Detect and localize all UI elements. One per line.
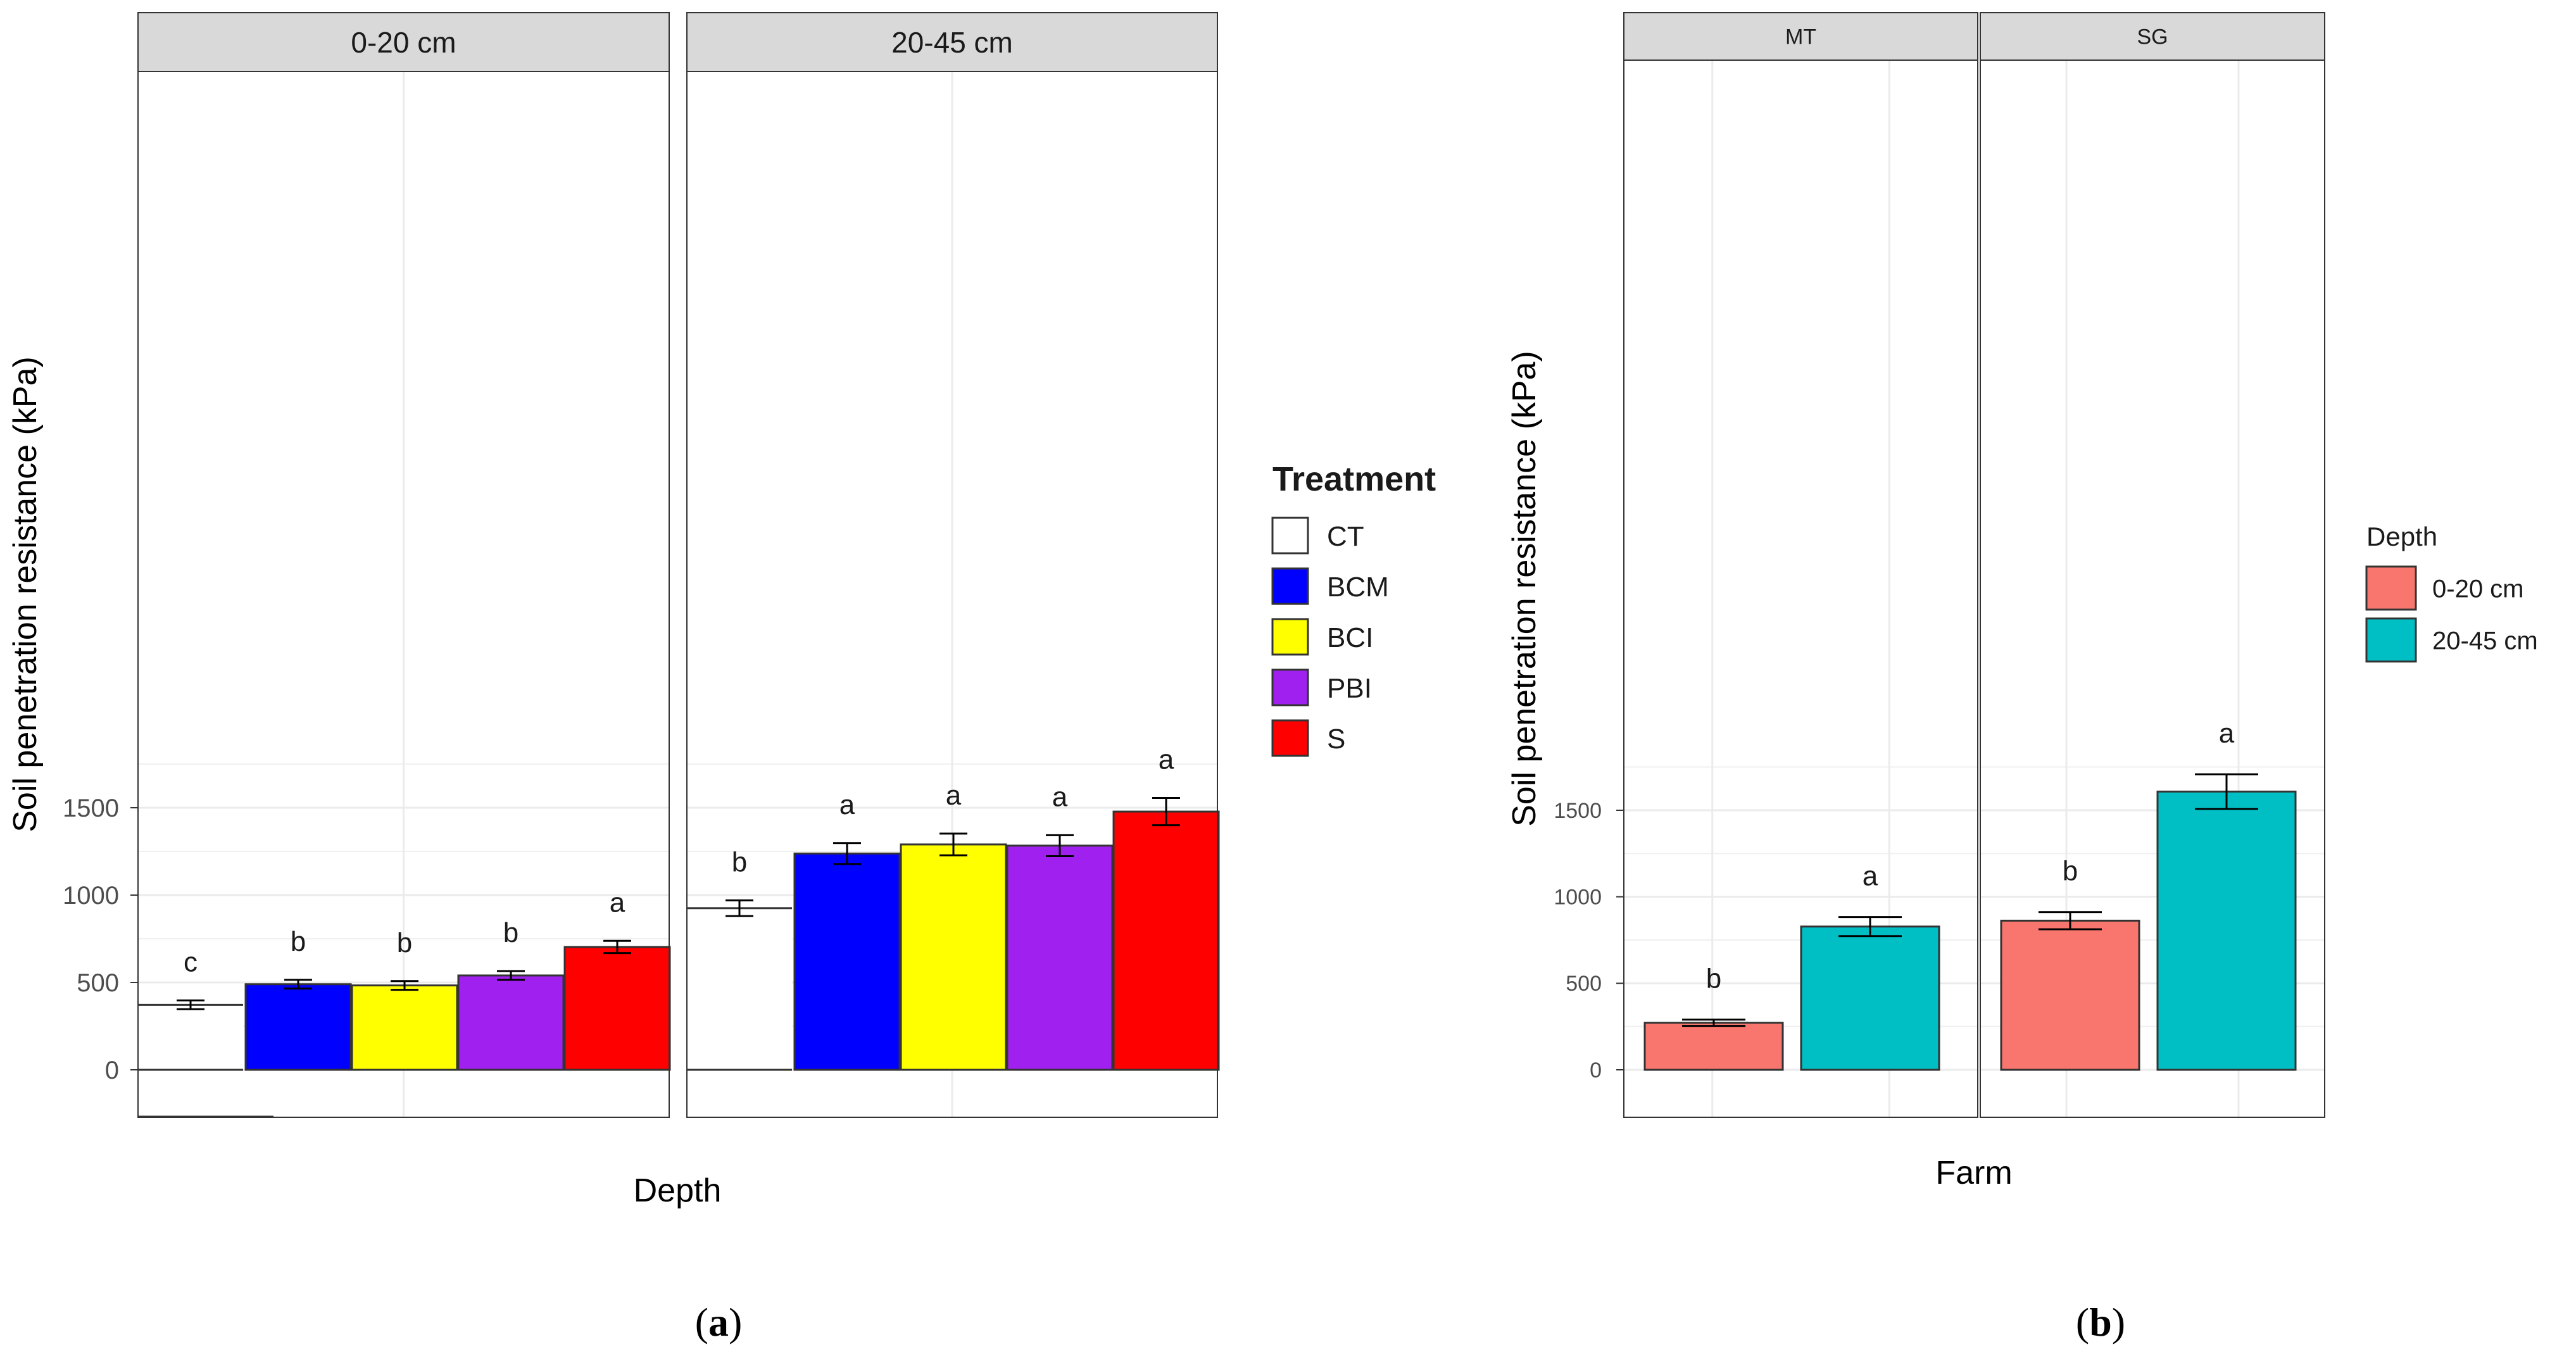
legend-swatch <box>1271 567 1309 605</box>
panel-border <box>686 71 1218 1118</box>
panel-label-letter: a <box>708 1300 729 1345</box>
significance-letter: b <box>397 927 412 958</box>
bar-ct <box>687 908 792 1070</box>
chart-b: MT b a SG b a 0 500 1000 1500 Soil penetration res… <box>1506 12 2538 1345</box>
y-tick-label: 0 <box>105 1057 119 1084</box>
significance-letter: a <box>2219 718 2235 749</box>
y-tick-label: 1500 <box>63 794 119 822</box>
legend-title: Treatment <box>1272 460 1436 498</box>
panel-label-close: ) <box>729 1300 742 1345</box>
significance-letter: a <box>610 887 625 918</box>
bar-s <box>1112 810 1220 1071</box>
legend-swatch <box>1271 719 1309 757</box>
panel-label-letter: b <box>2089 1300 2112 1345</box>
legend: Treatment CT BCM BCI PBI S <box>1271 460 1436 757</box>
y-tick-label: 1000 <box>63 882 119 910</box>
panel-label-close: ) <box>2112 1300 2125 1345</box>
legend-swatch <box>2365 617 2417 663</box>
bar-ct <box>138 1005 243 1070</box>
legend-swatch <box>1271 618 1309 656</box>
bar-0-20-cm <box>1643 1022 1784 1071</box>
facet-panel-1: 0-20 cm c b b b a <box>137 12 671 1118</box>
significance-letter: c <box>184 946 198 977</box>
bar-20-45-cm <box>2156 790 2297 1071</box>
legend-label: S <box>1327 724 1345 755</box>
facet-strip <box>1623 12 1978 61</box>
significance-letter: a <box>1863 861 1878 892</box>
y-axis-title: Soil penetration resistance (kPa) <box>7 356 44 832</box>
legend-label: 0-20 cm <box>2432 575 2524 603</box>
facet-strip <box>686 12 1218 72</box>
y-tick-label: 500 <box>77 969 119 997</box>
bar-bci <box>900 843 1007 1071</box>
facet-strip <box>1980 12 2325 61</box>
panel-label: (a) <box>695 1300 743 1345</box>
facet-strip-label: 20-45 cm <box>891 26 1013 59</box>
legend-label: BCM <box>1327 572 1389 603</box>
bar-pbi <box>457 974 565 1071</box>
facet-panel-2: SG b a <box>1980 12 2325 1118</box>
legend-title: Depth <box>2366 522 2437 551</box>
significance-letter: a <box>1052 781 1068 812</box>
facet-panel-1: MT b a <box>1623 12 1978 1118</box>
y-tick-label: 1500 <box>1554 799 1602 823</box>
panel-label: (b) <box>2076 1300 2125 1345</box>
legend-swatch <box>1271 517 1309 555</box>
bar-bcm <box>793 852 901 1071</box>
x-axis-title: Depth <box>634 1172 722 1209</box>
bar-bci <box>351 984 458 1071</box>
panel-border <box>137 71 670 1118</box>
significance-letter: b <box>503 917 518 948</box>
facet-strip-label: SG <box>2137 25 2168 49</box>
legend-swatch <box>2365 565 2417 611</box>
significance-letter: a <box>1159 744 1174 775</box>
bar-bcm <box>244 983 352 1071</box>
panel-label-open: ( <box>695 1300 708 1345</box>
significance-letter: b <box>291 926 306 957</box>
significance-letter: b <box>1706 963 1721 994</box>
significance-letter: b <box>732 846 747 877</box>
y-tick-label: 1000 <box>1554 886 1602 910</box>
x-axis-title: Farm <box>1935 1155 2012 1191</box>
legend-label: BCI <box>1327 622 1373 653</box>
panel-label-open: ( <box>2076 1300 2089 1345</box>
bar-s <box>563 946 671 1071</box>
legend-label: CT <box>1327 521 1364 552</box>
bar-pbi <box>1006 844 1114 1071</box>
facet-strip-label: 0-20 cm <box>351 26 456 59</box>
panel-border <box>1623 60 1978 1118</box>
facet-strip-label: MT <box>1785 25 1816 49</box>
panel-border <box>1980 60 2325 1118</box>
bar-20-45-cm <box>1800 925 1940 1071</box>
y-tick-label: 500 <box>1566 972 1602 996</box>
significance-letter: b <box>2063 856 2078 887</box>
bar-0-20-cm <box>2000 919 2140 1071</box>
legend-label: 20-45 cm <box>2432 627 2538 655</box>
chart-a: 0-20 cm c b b b a 20-45 cm b a a a a 0 500 1000 1500 Soi… <box>7 12 1436 1345</box>
y-axis-title: Soil penetration resistance (kPa) <box>1506 351 1543 827</box>
y-tick-label: 0 <box>1590 1058 1602 1082</box>
legend-label: PBI <box>1327 673 1372 704</box>
significance-letter: a <box>839 789 855 820</box>
significance-letter: a <box>946 780 962 811</box>
legend-swatch <box>1271 668 1309 706</box>
facet-strip <box>137 12 670 72</box>
legend: Depth 0-20 cm 20-45 cm <box>2365 522 2538 663</box>
facet-panel-2: 20-45 cm b a a a a <box>686 12 1220 1118</box>
